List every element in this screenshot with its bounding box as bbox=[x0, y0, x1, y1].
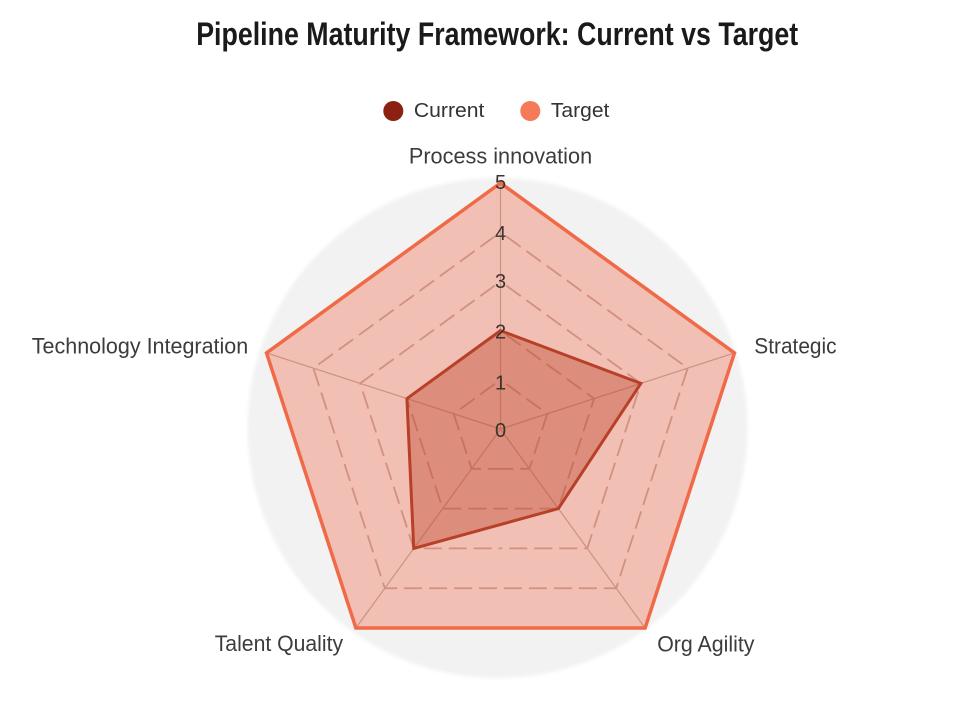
svg-text:Strategic: Strategic bbox=[754, 334, 836, 359]
svg-text:Target: Target bbox=[551, 100, 610, 122]
svg-text:1: 1 bbox=[495, 372, 506, 394]
svg-text:0: 0 bbox=[495, 420, 506, 442]
svg-text:Technology Integration: Technology Integration bbox=[32, 334, 248, 359]
svg-text:Process innovation: Process innovation bbox=[409, 144, 592, 169]
svg-text:Current: Current bbox=[414, 100, 485, 122]
svg-text:2: 2 bbox=[495, 321, 506, 343]
svg-text:Org Agility: Org Agility bbox=[657, 632, 754, 657]
svg-text:Pipeline Maturity Framework: C: Pipeline Maturity Framework: Current vs … bbox=[196, 16, 798, 52]
svg-text:5: 5 bbox=[495, 172, 506, 194]
svg-text:3: 3 bbox=[495, 271, 506, 293]
svg-text:4: 4 bbox=[495, 223, 506, 245]
svg-text:Talent Quality: Talent Quality bbox=[215, 631, 343, 656]
